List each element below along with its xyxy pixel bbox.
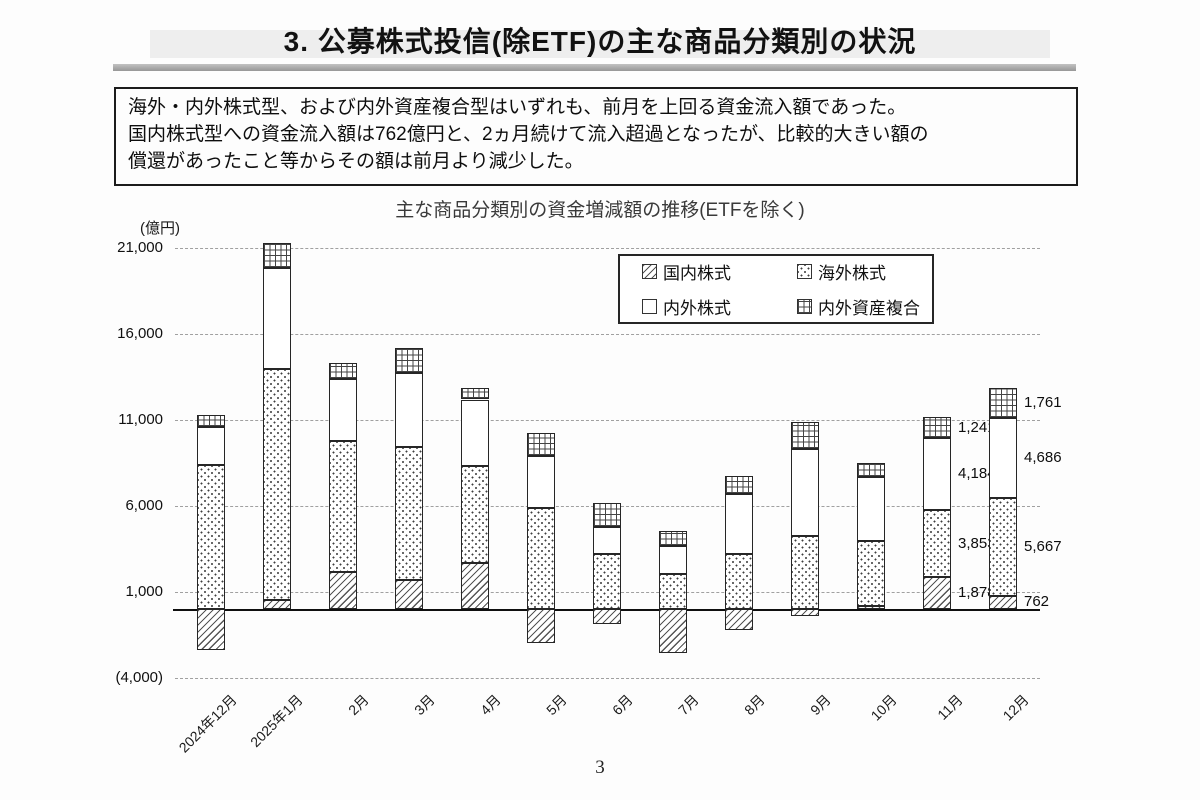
value-label: 762 — [1024, 593, 1050, 611]
bar-segment-dots — [197, 464, 225, 609]
bar-segment-dots — [263, 369, 291, 601]
bar-segment-grid — [593, 503, 621, 528]
legend-label: 国内株式 — [663, 264, 731, 283]
page-number: 3 — [595, 757, 605, 778]
title-divider-rule — [113, 64, 1076, 71]
bar-segment-dots — [461, 466, 489, 563]
legend-swatch-dots-icon — [797, 264, 812, 279]
bar-segment-grid — [989, 387, 1017, 418]
bar-segment-hatch — [263, 600, 291, 609]
legend-label: 内外株式 — [663, 299, 731, 318]
bar-segment-hatch — [527, 609, 555, 644]
bar-segment-plain — [989, 417, 1017, 499]
bar-segment-hatch — [659, 609, 687, 653]
bar-segment-dots — [329, 440, 357, 573]
bar-segment-hatch — [197, 609, 225, 651]
gridline — [175, 247, 1040, 249]
bar-segment-plain — [395, 373, 423, 447]
bar-segment-grid — [263, 242, 291, 268]
legend-label: 内外資産複合 — [818, 299, 920, 318]
bar-segment-hatch — [857, 605, 885, 609]
bar-segment-grid — [461, 387, 489, 400]
bar-segment-dots — [725, 553, 753, 609]
value-label: 1,241 — [958, 418, 996, 436]
legend-swatch-grid-icon — [797, 299, 812, 314]
bar-segment-dots — [527, 507, 555, 609]
legend-item: 内外資産複合 — [797, 294, 932, 319]
bar-segment-grid — [923, 417, 951, 439]
y-axis-unit-label: (億円) — [140, 220, 180, 237]
y-tick-label: 11,000 — [118, 410, 163, 428]
y-tick-label: 1,000 — [125, 582, 163, 600]
bar-segment-plain — [197, 426, 225, 465]
value-label: 4,184 — [958, 465, 996, 483]
bar-segment-plain — [329, 379, 357, 441]
bar-segment-hatch — [395, 579, 423, 609]
bar-segment-plain — [527, 455, 555, 508]
bar-segment-grid — [791, 421, 819, 449]
legend-item: 国内株式 — [642, 259, 797, 284]
bar-segment-plain — [791, 448, 819, 536]
bar-segment-grid — [329, 363, 357, 380]
page-title: 3. 公募株式投信(除ETF)の主な商品分類別の状況 — [283, 26, 917, 57]
bar-segment-grid — [395, 348, 423, 374]
legend-swatch-plain-icon — [642, 299, 657, 314]
bar-segment-dots — [593, 553, 621, 609]
legend-swatch-hatch-icon — [642, 264, 657, 279]
bar-segment-grid — [197, 414, 225, 427]
bar-segment-hatch — [461, 562, 489, 609]
legend-label: 海外株式 — [818, 264, 886, 283]
bar-segment-hatch — [791, 609, 819, 616]
bar-segment-plain — [263, 267, 291, 370]
bar-segment-hatch — [989, 595, 1017, 609]
summary-text-box: 海外・内外株式型、および内外資産複合型はいずれも、前月を上回る資金流入額であった… — [114, 87, 1078, 186]
bar-segment-hatch — [923, 576, 951, 609]
bar-segment-plain — [725, 494, 753, 554]
y-tick-label: 16,000 — [117, 324, 163, 342]
bar-segment-plain — [923, 438, 951, 511]
bar-segment-plain — [461, 399, 489, 467]
y-tick-label: 6,000 — [125, 496, 163, 514]
bar-segment-plain — [659, 545, 687, 575]
value-label: 1,878 — [958, 583, 996, 601]
title-background-band — [150, 30, 1050, 58]
chart-title: 主な商品分類別の資金増減額の推移(ETFを除く) — [395, 200, 805, 221]
value-label: 1,761 — [1024, 393, 1062, 411]
bar-segment-hatch — [329, 572, 357, 609]
bar-segment-dots — [857, 540, 885, 606]
value-label: 5,667 — [1024, 538, 1062, 556]
bar-segment-grid — [725, 475, 753, 495]
y-tick-label: 21,000 — [117, 238, 163, 256]
bar-segment-hatch — [593, 609, 621, 625]
bar-segment-plain — [857, 476, 885, 541]
bar-segment-dots — [395, 446, 423, 580]
legend-item: 内外株式 — [642, 294, 797, 319]
bar-segment-dots — [923, 510, 951, 577]
gridline — [175, 333, 1040, 335]
y-tick-label: (4,000) — [115, 668, 163, 686]
bar-segment-dots — [791, 535, 819, 609]
bar-segment-hatch — [725, 609, 753, 630]
bar-segment-grid — [857, 463, 885, 477]
bar-segment-dots — [659, 574, 687, 609]
value-label: 3,853 — [958, 534, 996, 552]
legend-item: 海外株式 — [797, 259, 932, 284]
bar-segment-grid — [659, 530, 687, 546]
value-label: 4,686 — [1024, 449, 1062, 467]
bar-segment-dots — [989, 498, 1017, 596]
bar-segment-grid — [527, 432, 555, 456]
gridline — [175, 677, 1040, 679]
chart-legend: 国内株式 海外株式内外株式 内外資産複合 — [618, 254, 934, 324]
gridline — [175, 419, 1040, 421]
bar-segment-plain — [593, 527, 621, 554]
